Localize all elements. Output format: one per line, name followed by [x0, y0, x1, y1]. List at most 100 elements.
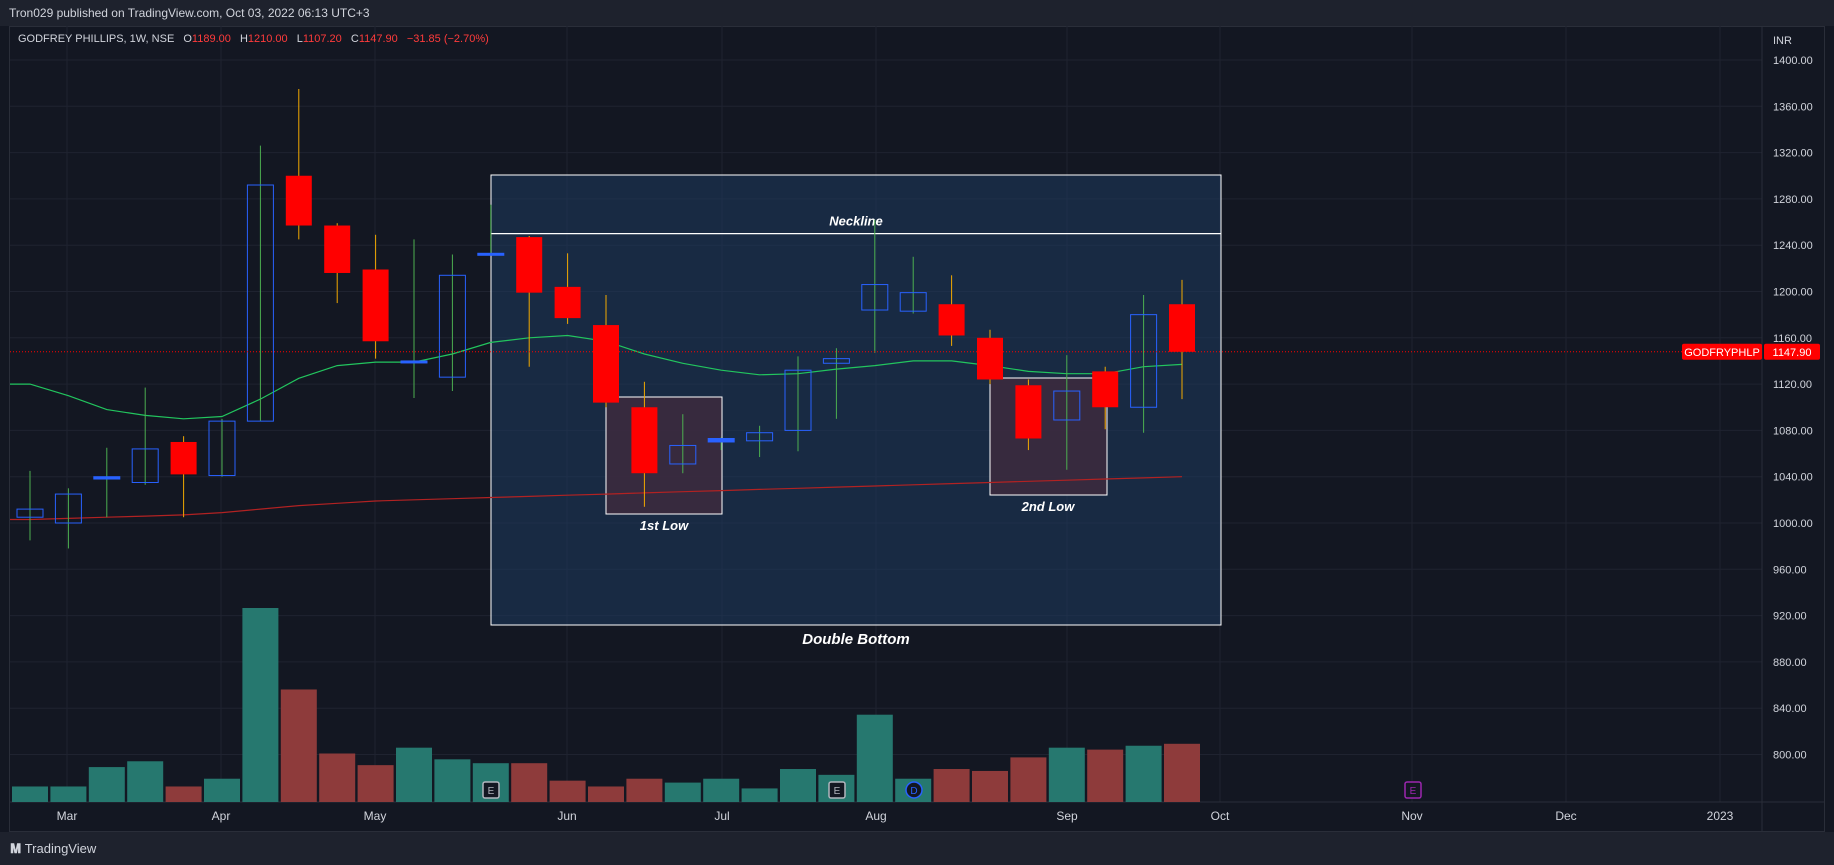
- volume-bar: [319, 753, 356, 802]
- candle-body-up[interactable]: [822, 358, 850, 364]
- tradingview-brand: TradingView: [24, 841, 97, 856]
- time-axis-tick-label: Dec: [1555, 809, 1576, 823]
- candle-body-up[interactable]: [208, 420, 236, 477]
- candle-body-down[interactable]: [554, 286, 581, 319]
- candle-body-up[interactable]: [669, 444, 697, 465]
- tradingview-icon: 𝐌: [10, 841, 22, 856]
- volume-bar: [280, 689, 317, 802]
- candle-body-up[interactable]: [899, 292, 927, 312]
- second-low-label: 2nd Low: [1021, 499, 1076, 514]
- volume-bar: [780, 769, 816, 802]
- time-axis-tick-label: Aug: [865, 809, 886, 823]
- volume-bar: [50, 786, 87, 802]
- candle-body-up[interactable]: [746, 432, 774, 442]
- price-axis-tick-label: 920.00: [1773, 611, 1807, 623]
- candle-body-down[interactable]: [170, 441, 197, 475]
- candle-body-up[interactable]: [784, 369, 812, 431]
- candle-body-down[interactable]: [593, 325, 619, 403]
- candle-body-down[interactable]: [938, 304, 965, 336]
- candle-body-up[interactable]: [93, 476, 121, 480]
- volume-bar: [741, 788, 778, 802]
- volume-bar: [242, 608, 279, 802]
- tradingview-footer: 𝐌 TradingView: [0, 832, 1834, 865]
- candle-body-up[interactable]: [1053, 390, 1081, 421]
- candle-body-down[interactable]: [324, 225, 351, 273]
- volume-bar: [165, 786, 202, 802]
- volume-bar: [1010, 757, 1047, 802]
- last-price-tag[interactable]: [1764, 343, 1820, 360]
- candle-body-down[interactable]: [1092, 371, 1119, 408]
- candle-body-up[interactable]: [438, 274, 466, 378]
- event-marker-label: E: [1410, 786, 1417, 797]
- price-axis-tick-label: 880.00: [1773, 657, 1807, 669]
- second-low-zone[interactable]: [989, 377, 1108, 496]
- volume-bar: [1164, 743, 1200, 802]
- volume-bar: [664, 782, 701, 802]
- tradingview-logo[interactable]: 𝐌 TradingView: [10, 832, 96, 865]
- close-value: 1147.90: [358, 33, 398, 45]
- neckline-label: Neckline: [829, 214, 882, 229]
- time-axis-tick-label: Sep: [1056, 809, 1078, 823]
- time-axis-tick-label: Oct: [1211, 809, 1230, 823]
- volume-bar: [1087, 749, 1124, 802]
- price-axis-tick-label: 1120.00: [1773, 379, 1812, 391]
- candle-body-up[interactable]: [477, 252, 505, 256]
- candle-body-down[interactable]: [1169, 304, 1195, 352]
- candle-body-down[interactable]: [362, 269, 389, 342]
- earnings-marker[interactable]: [828, 781, 846, 799]
- dividend-marker[interactable]: [905, 781, 923, 799]
- candle-body-up[interactable]: [131, 448, 159, 483]
- price-axis-tick-label: 840.00: [1773, 703, 1807, 715]
- price-axis-tick-label: 1360.00: [1773, 101, 1813, 113]
- candle-body-down[interactable]: [1015, 385, 1042, 439]
- time-axis-tick-label: Apr: [212, 809, 231, 823]
- volume-bar: [127, 761, 164, 802]
- volume-bar: [396, 747, 432, 802]
- volume-bar: [703, 778, 740, 802]
- candle-body-up[interactable]: [400, 360, 428, 364]
- candle-body-down[interactable]: [516, 237, 543, 293]
- candle-body-up[interactable]: [707, 438, 735, 443]
- volume-bar: [933, 769, 970, 802]
- candle-body-up[interactable]: [16, 508, 44, 518]
- candle-body-up[interactable]: [861, 284, 889, 311]
- price-axis-tick-label: 1240.00: [1773, 240, 1813, 252]
- symbol-name: GODFREY PHILLIPS, 1W, NSE: [18, 33, 175, 45]
- change-value: −31.85 (−2.70%): [406, 33, 489, 45]
- price-axis-tick-label: 960.00: [1773, 564, 1807, 576]
- price-axis-tick-label: 1160.00: [1773, 333, 1812, 345]
- candle-body-down[interactable]: [285, 175, 312, 226]
- candle-body-down[interactable]: [631, 407, 658, 474]
- open-value: 1189.00: [191, 33, 231, 45]
- event-marker-label: E: [834, 786, 841, 797]
- volume-bar: [357, 765, 394, 802]
- volume-bar: [856, 714, 893, 802]
- close-label: C: [350, 33, 359, 45]
- candle-body-down[interactable]: [977, 337, 1003, 380]
- volume-bar: [549, 780, 586, 802]
- high-label: H: [239, 33, 248, 45]
- symbol-tag[interactable]: [1682, 343, 1762, 360]
- event-marker-label: E: [488, 786, 495, 797]
- publisher-header: Tron029 published on TradingView.com, Oc…: [0, 0, 1834, 26]
- price-axis-tick-label: 1200.00: [1773, 287, 1813, 299]
- last-price-label: 1147.90: [1773, 347, 1812, 359]
- time-axis-tick-label: Jun: [557, 809, 576, 823]
- price-axis-tick-label: 1040.00: [1773, 472, 1813, 484]
- earnings-marker[interactable]: [1404, 781, 1422, 799]
- volume-bar: [588, 786, 624, 802]
- candle-body-up[interactable]: [1130, 314, 1158, 408]
- volume-bar: [626, 778, 663, 802]
- event-marker-label: D: [910, 786, 917, 797]
- price-axis-tick-label: 1000.00: [1773, 518, 1813, 530]
- first-low-zone[interactable]: [605, 396, 723, 515]
- candle-body-up[interactable]: [246, 184, 274, 422]
- volume-bar: [511, 763, 548, 802]
- price-axis-tick-label: 1280.00: [1773, 194, 1813, 206]
- low-value: 1107.20: [302, 33, 342, 45]
- price-axis-tick-label: 800.00: [1773, 750, 1807, 762]
- earnings-marker[interactable]: [482, 781, 500, 799]
- time-axis-tick-label: 2023: [1707, 809, 1734, 823]
- candle-body-up[interactable]: [54, 493, 82, 524]
